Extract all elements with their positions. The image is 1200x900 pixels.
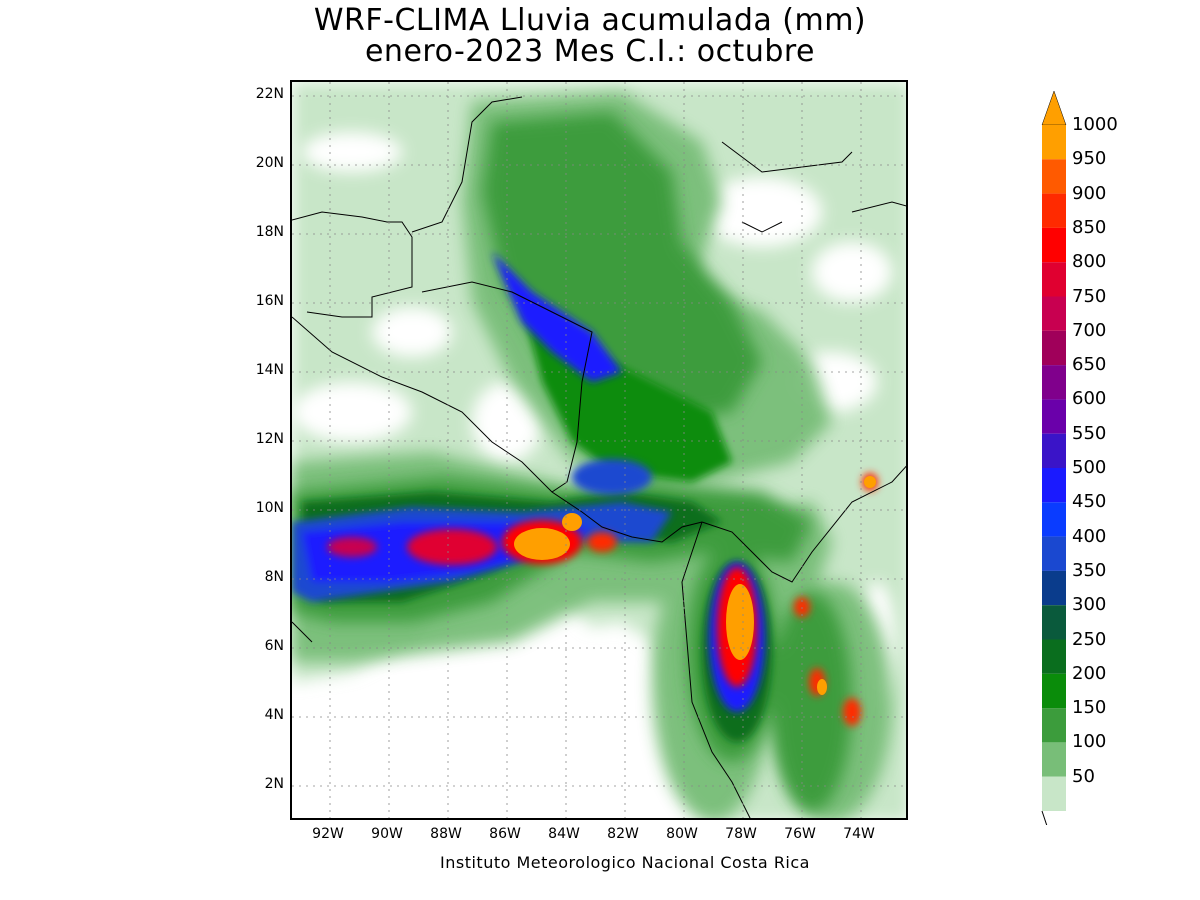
colorbar-cell: [1042, 673, 1066, 709]
colorbar-cell: [1042, 605, 1066, 640]
colorbar-label: 800: [1072, 251, 1107, 273]
colorbar-cell: [1042, 159, 1066, 194]
lat-label: 22N: [255, 86, 284, 102]
colorbar-label: 450: [1072, 491, 1107, 513]
colorbar: [1041, 90, 1067, 825]
lon-label: 80W: [666, 826, 698, 842]
lon-label: 88W: [430, 826, 462, 842]
colorbar-label: 950: [1072, 148, 1107, 170]
colorbar-cell: [1042, 365, 1066, 400]
colorbar-label: 300: [1072, 594, 1107, 616]
colorbar-arrow-top: [1041, 90, 1067, 126]
map-title: WRF-CLIMA Lluvia acumulada (mm): [313, 3, 867, 38]
lon-label: 74W: [843, 826, 875, 842]
colorbar-cell: [1042, 330, 1066, 366]
colorbar-cell: [1042, 502, 1066, 537]
colorbar-label: 350: [1072, 559, 1107, 581]
colorbar-cell: [1042, 262, 1066, 297]
lon-label: 78W: [725, 826, 757, 842]
credit-text: Instituto Meteorologico Nacional Costa R…: [440, 853, 810, 872]
colorbar-cell: [1042, 227, 1066, 263]
lat-label: 2N: [264, 776, 284, 792]
lat-label: 4N: [264, 707, 284, 723]
lon-label: 84W: [548, 826, 580, 842]
colorbar-label: 700: [1072, 319, 1107, 341]
colorbar-cell: [1042, 742, 1066, 777]
lon-label: 82W: [607, 826, 639, 842]
lat-label: 16N: [255, 293, 284, 309]
colorbar-cell: [1042, 193, 1066, 228]
colorbar-label: 100: [1072, 731, 1107, 753]
lon-label: 86W: [489, 826, 521, 842]
lat-label: 14N: [255, 362, 284, 378]
lat-label: 20N: [255, 155, 284, 171]
lat-label: 6N: [264, 638, 284, 654]
coastlines: [292, 96, 906, 818]
lat-label: 8N: [264, 569, 284, 585]
lon-label: 76W: [784, 826, 816, 842]
colorbar-label: 750: [1072, 285, 1107, 307]
colorbar-label: 600: [1072, 388, 1107, 410]
colorbar-cell: [1042, 570, 1066, 606]
colorbar-label: 850: [1072, 216, 1107, 238]
lon-label: 90W: [371, 826, 403, 842]
colorbar-label: 900: [1072, 182, 1107, 204]
precipitation-map: [290, 80, 908, 820]
graticule: [292, 82, 906, 818]
colorbar-label: 650: [1072, 354, 1107, 376]
lat-label: 12N: [255, 431, 284, 447]
map-canvas: [292, 82, 906, 818]
colorbar-cell: [1042, 536, 1066, 571]
lon-label: 92W: [312, 826, 344, 842]
colorbar-cell: [1042, 639, 1066, 674]
colorbar-cell: [1042, 433, 1066, 468]
colorbar-cell: [1042, 708, 1066, 743]
colorbar-label: 200: [1072, 662, 1107, 684]
lat-label: 10N: [255, 500, 284, 516]
colorbar-cell: [1042, 776, 1066, 811]
colorbar-label: 1000: [1072, 114, 1118, 135]
colorbar-label: 50: [1072, 765, 1095, 787]
colorbar-arrow-bottom: [1041, 810, 1048, 825]
colorbar-cell: [1042, 468, 1066, 503]
colorbar-label: 150: [1072, 697, 1107, 719]
map-subtitle: enero-2023 Mes C.I.: octubre: [364, 34, 816, 69]
colorbar-label: 250: [1072, 628, 1107, 650]
colorbar-cell: [1042, 399, 1066, 434]
colorbar-label: 500: [1072, 457, 1107, 478]
colorbar-label: 400: [1072, 525, 1107, 547]
colorbar-label: 550: [1072, 422, 1107, 444]
rain-field-1000: [514, 476, 876, 695]
colorbar-cell: [1042, 296, 1066, 331]
lat-label: 18N: [255, 224, 284, 240]
colorbar-cell: [1042, 125, 1066, 160]
